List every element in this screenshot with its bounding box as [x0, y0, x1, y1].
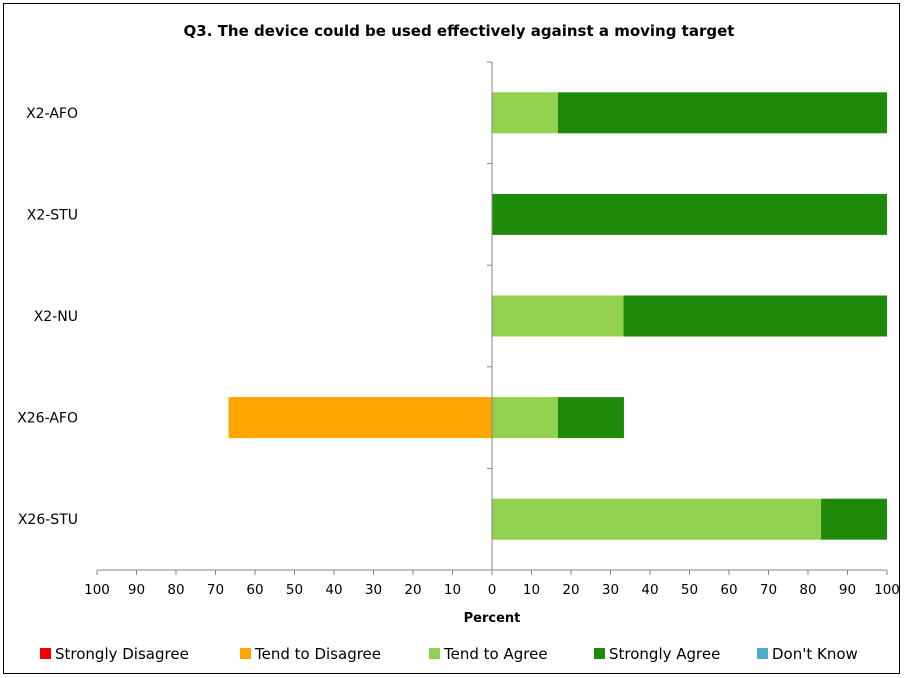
bar-x2-afo-tend-to-agree	[492, 92, 558, 134]
legend-label-tend-to-disagree: Tend to Disagree	[254, 645, 381, 663]
bar-x26-stu-tend-to-agree	[492, 498, 822, 540]
x-tick-label: 60	[720, 582, 737, 598]
chart-svg: Q3. The device could be used effectively…	[17, 22, 900, 663]
x-axis-title: Percent	[464, 611, 521, 626]
legend-swatch-don-t-know	[757, 648, 768, 659]
bar-x26-afo-tend-to-agree	[492, 397, 558, 439]
x-tick-label: 100	[874, 582, 900, 598]
bar-x2-nu-tend-to-agree	[492, 295, 624, 337]
bar-x26-afo-tend-to-disagree	[228, 397, 492, 439]
x-tick-label: 100	[84, 582, 110, 598]
x-tick-label: 30	[365, 582, 382, 598]
bar-x26-stu-strongly-agree	[821, 498, 887, 540]
chart-frame: Q3. The device could be used effectively…	[3, 3, 900, 674]
category-label-x2-stu: X2-STU	[27, 207, 78, 223]
category-label-x26-stu: X26-STU	[18, 512, 78, 528]
x-tick-label: 50	[681, 582, 698, 598]
bar-x2-afo-strongly-agree	[557, 92, 887, 134]
bars-layer	[228, 92, 887, 540]
x-tick-label: 80	[799, 582, 816, 598]
x-tick-label: 0	[488, 582, 497, 598]
category-label-x2-nu: X2-NU	[34, 309, 78, 325]
x-tick-label: 10	[444, 582, 461, 598]
x-tick-label: 20	[404, 582, 421, 598]
legend-label-don-t-know: Don't Know	[772, 645, 858, 663]
legend-swatch-tend-to-agree	[429, 648, 440, 659]
category-label-x26-afo: X26-AFO	[17, 411, 78, 427]
x-tick-label: 90	[128, 582, 145, 598]
x-tick-label: 10	[523, 582, 540, 598]
bar-x26-afo-strongly-agree	[557, 397, 624, 439]
x-tick-label: 40	[641, 582, 658, 598]
x-tick-label: 60	[246, 582, 263, 598]
x-tick-label: 70	[760, 582, 777, 598]
legend: Strongly Disagree Tend to Disagree Tend to…	[40, 645, 858, 663]
axis-layer	[96, 61, 888, 575]
legend-label-tend-to-agree: Tend to Agree	[443, 645, 548, 663]
legend-label-strongly-agree: Strongly Agree	[609, 645, 720, 663]
x-tick-label: 50	[286, 582, 303, 598]
legend-swatch-strongly-agree	[594, 648, 605, 659]
tick-labels: 100 90 80 70 60 50 40 30 20 10 0 10 20 30 40 50 60 70 80 90…	[84, 582, 900, 598]
category-label-x2-afo: X2-AFO	[26, 106, 78, 122]
x-tick-label: 20	[562, 582, 579, 598]
bar-x2-stu-strongly-agree	[492, 193, 887, 235]
x-tick-label: 90	[839, 582, 856, 598]
x-tick-label: 70	[207, 582, 224, 598]
legend-label-strongly-disagree: Strongly Disagree	[55, 645, 189, 663]
legend-swatch-strongly-disagree	[40, 648, 51, 659]
bar-x2-nu-strongly-agree	[623, 295, 887, 337]
legend-swatch-tend-to-disagree	[240, 648, 251, 659]
x-tick-label: 30	[602, 582, 619, 598]
category-labels: X2-AFO X2-STU X2-NU X26-AFO X26-STU	[17, 106, 78, 528]
chart-title: Q3. The device could be used effectively…	[184, 22, 735, 40]
x-tick-label: 80	[167, 582, 184, 598]
x-tick-label: 40	[325, 582, 342, 598]
